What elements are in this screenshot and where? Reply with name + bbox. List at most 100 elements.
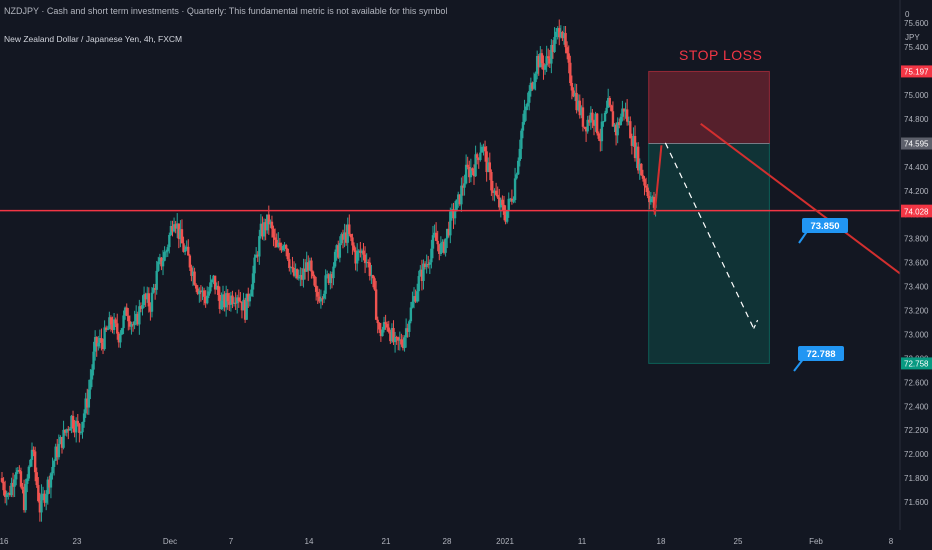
candle-body [553,37,556,52]
candle-body [284,245,288,249]
stop-callout-text: 73.850 [810,221,839,232]
candle-body [67,429,70,431]
candle-body [483,146,487,152]
candle-body [220,300,223,309]
candle-body [22,489,26,511]
candle-body [521,122,525,131]
candle-body [215,285,218,290]
candle-body [26,478,29,484]
candle-body [280,246,283,251]
candle-body [559,32,563,38]
candle-body [367,262,370,264]
candle-body [613,124,616,127]
candle-body [577,100,580,111]
candle-body [261,223,264,237]
candle-body [234,302,237,304]
candle-body [370,275,373,277]
candle-body [239,301,242,303]
candle-body [269,221,272,225]
candle-body [561,32,564,39]
candle-body [537,55,540,68]
candle-body [652,196,656,208]
candle-body [7,493,10,495]
candle-body [193,271,196,285]
candle-body [348,224,351,235]
candle-body [305,262,308,272]
candle-body [449,211,452,236]
candle-body [651,196,654,199]
candle-body [101,342,105,350]
candle-body [600,121,604,142]
candle-body [417,276,420,292]
candle-body [510,198,514,202]
candle-body [176,223,179,229]
candle-body [70,415,73,429]
price-axis[interactable]: 0JPY75.60075.40075.20075.00074.80074.600… [899,0,932,550]
candle-body [415,291,419,302]
candle-body [232,302,236,304]
candle-body [464,164,468,184]
candle-body [180,229,184,244]
candle-body [299,275,302,277]
candle-body [529,82,533,92]
candle-body [147,293,151,307]
candle-body [329,274,332,283]
candles [0,19,657,522]
candle-body [278,242,282,247]
candle-body [286,248,289,260]
candle-body [589,112,593,123]
candle-body [245,293,248,320]
candle-body [491,190,495,193]
candle-body [387,327,390,332]
candle-body [160,257,163,267]
candle-body [79,432,83,434]
candle-body [33,451,37,473]
candle-body [296,269,299,279]
candle-body [76,420,79,424]
candle-body [594,113,597,126]
candle-body [51,466,54,474]
price-tick-label: 73.000 [904,330,929,339]
candle-body [393,337,397,343]
candle-body [54,446,57,461]
price-tick-label: 73.400 [904,283,929,292]
candle-body [16,470,19,473]
candle-body [397,337,400,341]
candle-body [442,241,446,253]
candle-body [149,306,152,312]
candle-body [307,262,310,271]
candle-body [256,254,259,257]
candle-body [326,274,329,276]
candle-body [316,291,319,297]
candle-body [112,319,116,330]
candle-body [128,321,132,327]
candle-body [513,178,517,200]
candle-body [414,296,417,302]
candle-body [250,289,253,297]
candle-body [49,473,53,488]
candle-body [608,97,611,106]
candle-body [300,275,304,280]
candle-body [108,317,111,330]
candle-body [37,485,40,502]
candle-body [254,254,258,258]
candle-body [433,232,436,236]
candle-body [504,214,507,222]
price-tick-label: 71.800 [904,474,929,483]
trendline [700,122,932,299]
candle-body [355,251,359,264]
candle-body [591,112,594,121]
time-axis[interactable]: 16 23 Dec 7 14 21 28 2021 11 18 25 Feb 8 [0,530,932,550]
candle-body [534,73,537,83]
candle-body [498,197,501,208]
candle-body [595,113,599,134]
candle-body [457,194,460,200]
price-tick-label: 73.800 [904,235,929,244]
candle-body [272,228,275,238]
candle-body [488,162,492,173]
candle-body [206,295,209,304]
candle-body [392,328,395,343]
candle-body [273,237,277,240]
candle-body [242,299,245,311]
